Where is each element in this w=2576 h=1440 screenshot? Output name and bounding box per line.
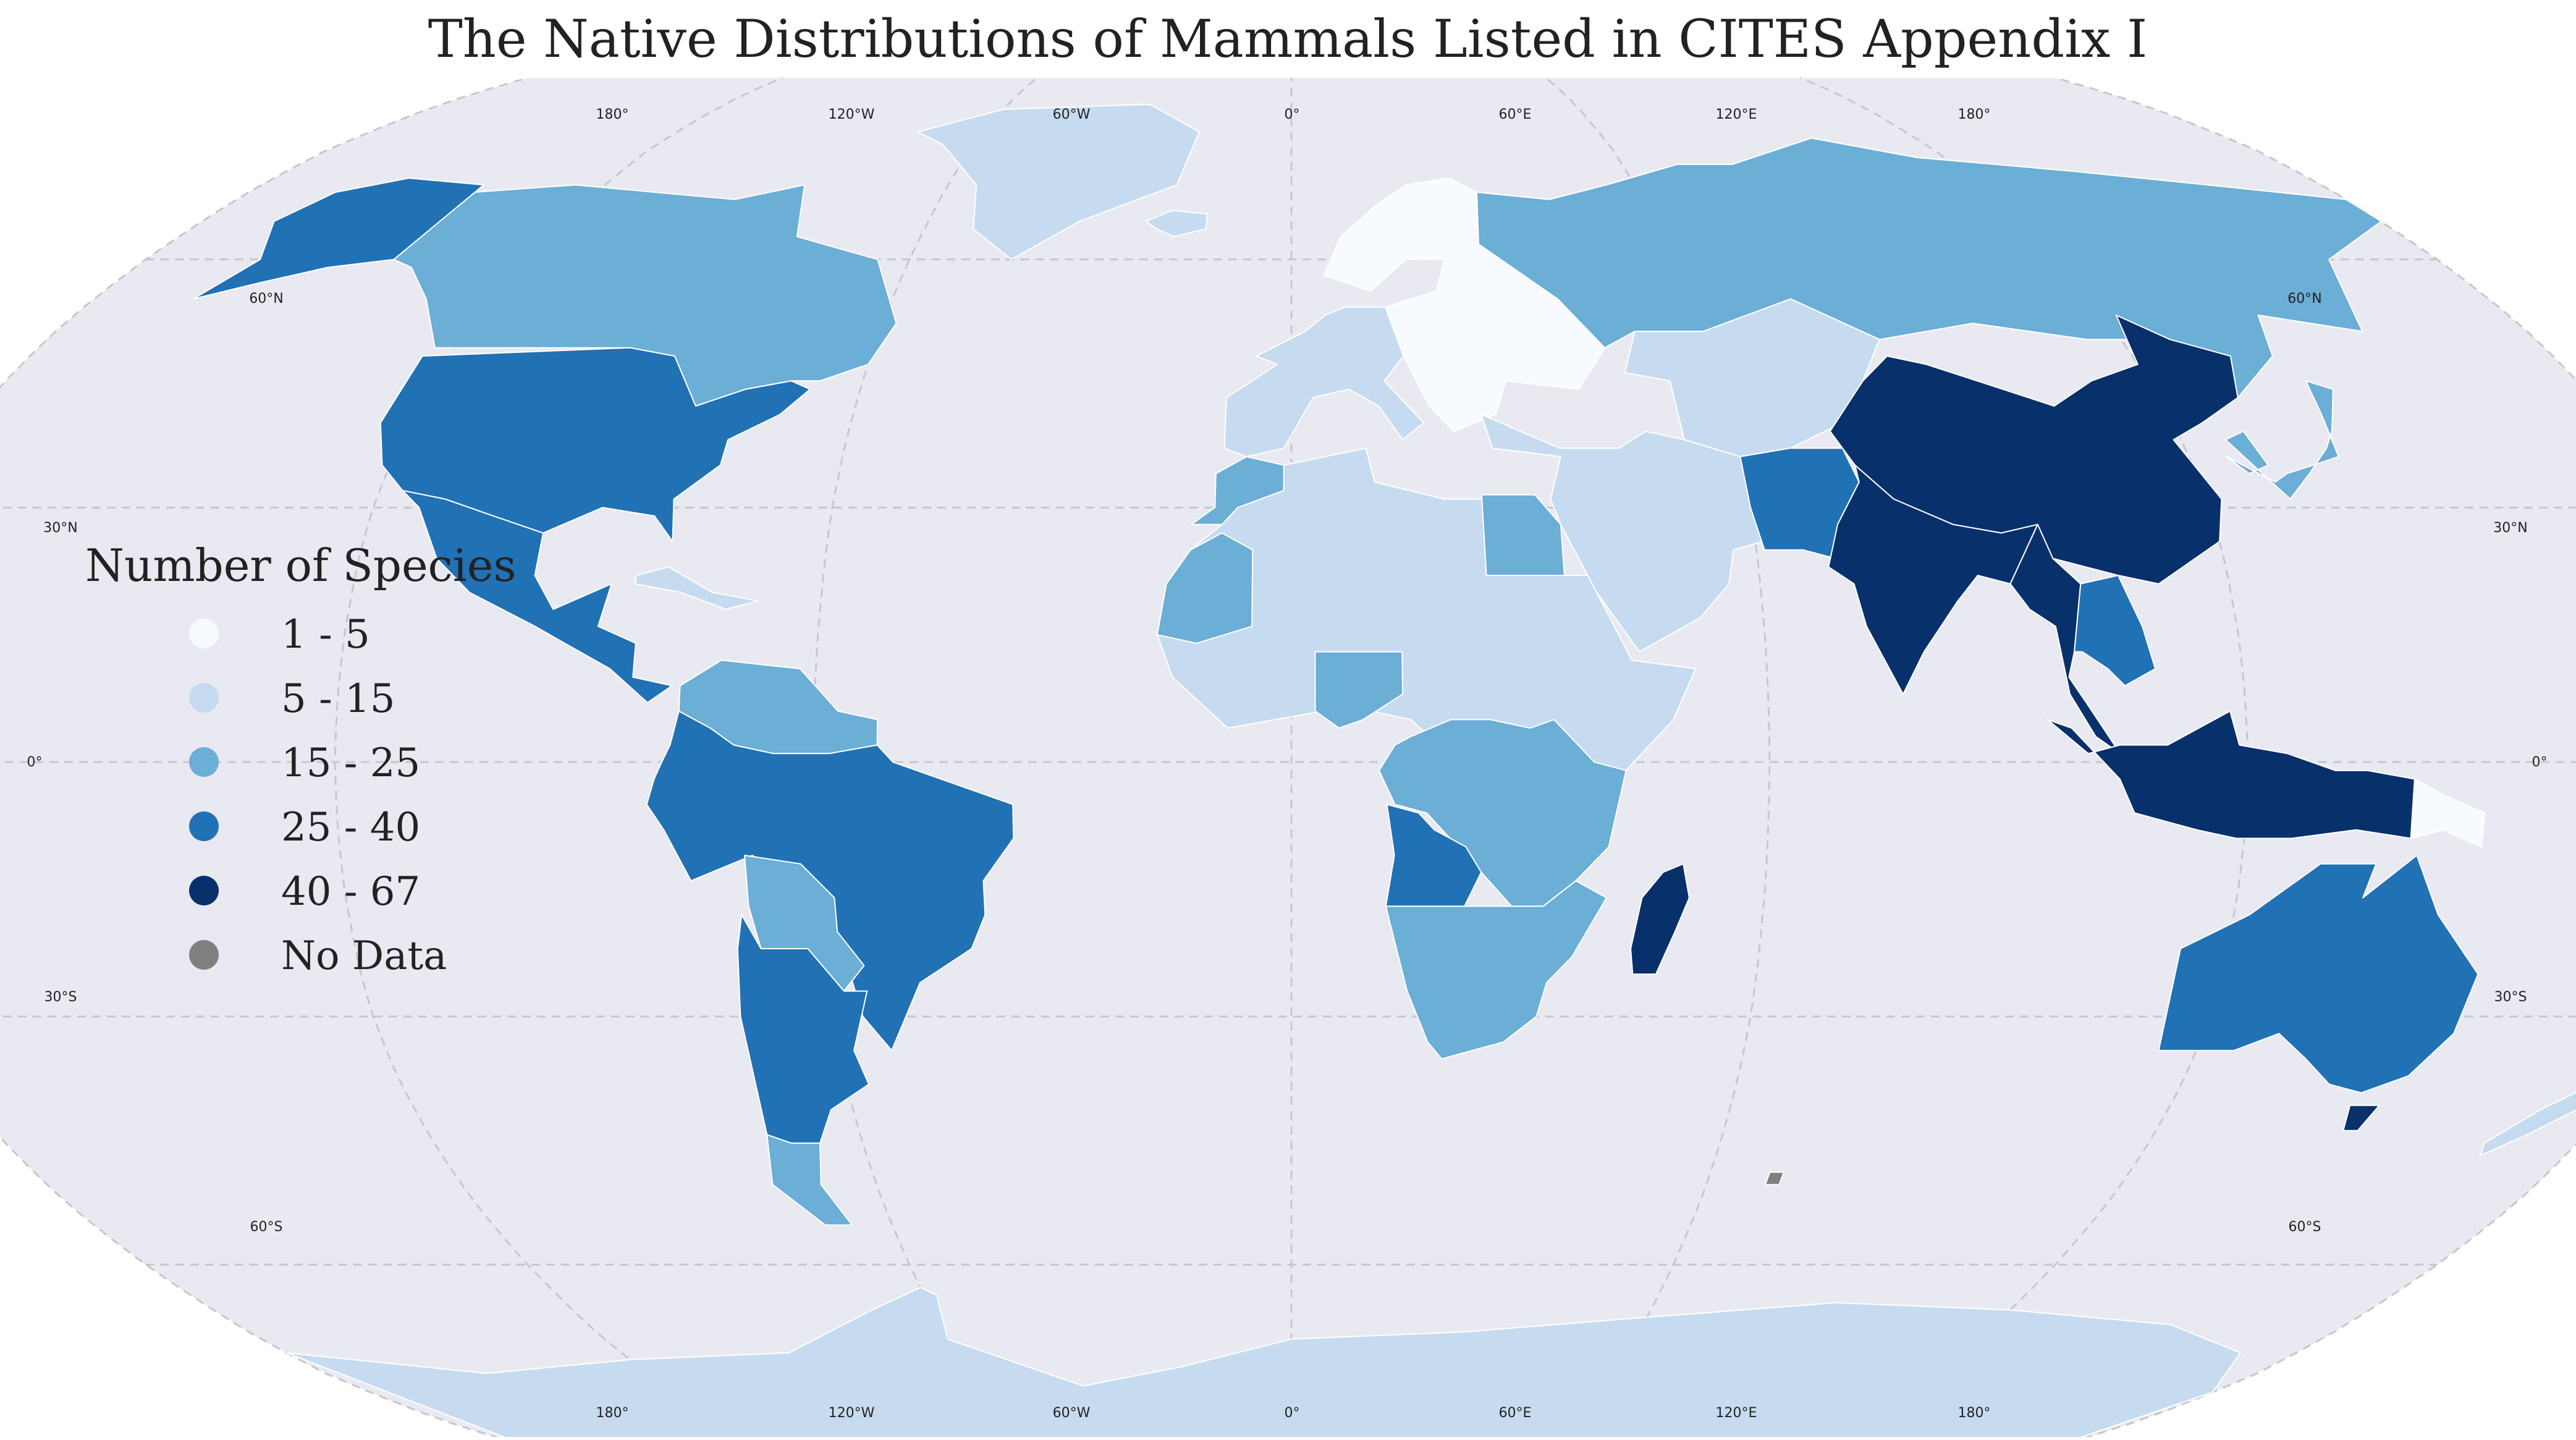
legend-label: 40 - 67 bbox=[281, 869, 420, 915]
left-latitude-label: 30°N bbox=[43, 520, 77, 536]
graticule-labels: 180° 120°W 60°W 0° 60°E 120°E 180° 180° 120°W 60°… bbox=[27, 107, 2548, 1421]
region-alaska bbox=[192, 177, 484, 300]
legend-label: No Data bbox=[281, 933, 447, 979]
legend: Number of Species 1 - 5 5 - 15 15 - 25 25 -… bbox=[85, 540, 516, 979]
region-antarctica bbox=[285, 1287, 2242, 1440]
region-central-asia bbox=[1624, 298, 1880, 457]
region-india bbox=[1828, 464, 2038, 695]
chart-title: The Native Distributions of Mammals List… bbox=[428, 9, 2148, 69]
legend-entry: 25 - 40 bbox=[189, 805, 420, 850]
legend-entry: 1 - 5 bbox=[189, 612, 370, 658]
region-caribbean bbox=[634, 566, 759, 610]
region-central-east-africa bbox=[1378, 719, 1627, 907]
region-southern-africa bbox=[1385, 880, 1607, 1060]
region-mauritania bbox=[1156, 532, 1254, 644]
bottom-longitude-label: 120°E bbox=[1716, 1405, 1757, 1421]
region-western-europe bbox=[1223, 306, 1424, 457]
region-madagascar bbox=[1630, 863, 1690, 975]
region-patagonia bbox=[766, 1134, 853, 1226]
bottom-longitude-label: 180° bbox=[1958, 1405, 1991, 1421]
region-angola bbox=[1385, 803, 1482, 907]
region-canada bbox=[393, 184, 897, 407]
legend-swatch bbox=[189, 747, 219, 777]
region-mexico-central-america bbox=[402, 489, 673, 703]
legend-label: 15 - 25 bbox=[281, 740, 420, 786]
bottom-longitude-label: 120°W bbox=[829, 1405, 875, 1421]
legend-swatch bbox=[189, 683, 219, 713]
region-iceland bbox=[1145, 210, 1209, 237]
region-southeast-asia bbox=[2009, 523, 2121, 755]
region-middle-east bbox=[1480, 413, 1764, 653]
right-latitude-label: 30°S bbox=[2494, 989, 2527, 1005]
region-korea-japan bbox=[2224, 380, 2339, 500]
legend-entry: No Data bbox=[189, 933, 447, 979]
region-indochina bbox=[2074, 575, 2156, 687]
top-longitude-label: 60°E bbox=[1499, 107, 1532, 122]
region-argentina-chile bbox=[737, 914, 870, 1144]
region-new-zealand bbox=[2479, 1088, 2576, 1156]
left-latitude-label: 60°S bbox=[250, 1219, 283, 1235]
right-latitude-label: 60°N bbox=[2287, 291, 2321, 307]
legend-swatch bbox=[189, 619, 219, 648]
region-papua-new-guinea bbox=[2410, 778, 2486, 848]
right-latitude-label: 30°N bbox=[2493, 520, 2527, 536]
left-latitude-label: 30°S bbox=[44, 989, 77, 1005]
meridian-line bbox=[1545, 77, 1771, 1440]
legend-label: 5 - 15 bbox=[281, 676, 395, 722]
bottom-longitude-label: 60°E bbox=[1499, 1405, 1532, 1421]
legend-entries: 1 - 5 5 - 15 15 - 25 25 - 40 40 - 67 No Data bbox=[189, 612, 447, 979]
legend-entry: 15 - 25 bbox=[189, 740, 420, 786]
region-bolivia-paraguay bbox=[744, 855, 865, 992]
legend-swatch bbox=[189, 811, 219, 841]
region-tasmania bbox=[2342, 1104, 2380, 1132]
right-latitude-label: 0° bbox=[2532, 755, 2548, 770]
bottom-longitude-label: 0° bbox=[1285, 1405, 1300, 1421]
top-longitude-label: 60°W bbox=[1053, 107, 1091, 122]
land-regions bbox=[192, 103, 2576, 1440]
meridian-line bbox=[2054, 77, 2576, 1440]
legend-swatch bbox=[189, 940, 219, 970]
bottom-longitude-label: 180° bbox=[596, 1405, 629, 1421]
left-latitude-label: 60°N bbox=[249, 291, 283, 307]
region-greenland bbox=[917, 103, 1200, 260]
top-longitude-label: 120°E bbox=[1716, 107, 1757, 122]
legend-swatch bbox=[189, 876, 219, 905]
meridian-line bbox=[334, 77, 783, 1440]
legend-title: Number of Species bbox=[85, 540, 516, 591]
region-egypt bbox=[1480, 494, 1565, 576]
region-scandinavia-eastern-europe bbox=[1323, 177, 1606, 432]
meridian-line bbox=[0, 77, 528, 1440]
right-latitude-label: 60°S bbox=[2289, 1219, 2321, 1235]
meridian-line bbox=[812, 77, 1038, 1440]
legend-label: 25 - 40 bbox=[281, 805, 420, 850]
top-longitude-label: 120°W bbox=[829, 107, 875, 122]
top-longitude-label: 0° bbox=[1285, 107, 1300, 122]
top-longitude-label: 180° bbox=[1958, 107, 1991, 122]
bottom-longitude-label: 60°W bbox=[1053, 1405, 1091, 1421]
left-latitude-label: 0° bbox=[27, 755, 43, 770]
legend-label: 1 - 5 bbox=[281, 612, 370, 658]
legend-entry: 40 - 67 bbox=[189, 869, 420, 915]
region-australia bbox=[2158, 855, 2479, 1094]
legend-entry: 5 - 15 bbox=[189, 676, 395, 722]
region-nigeria bbox=[1314, 651, 1403, 729]
top-longitude-label: 180° bbox=[596, 107, 629, 122]
region-kerguelen bbox=[1764, 1171, 1784, 1185]
